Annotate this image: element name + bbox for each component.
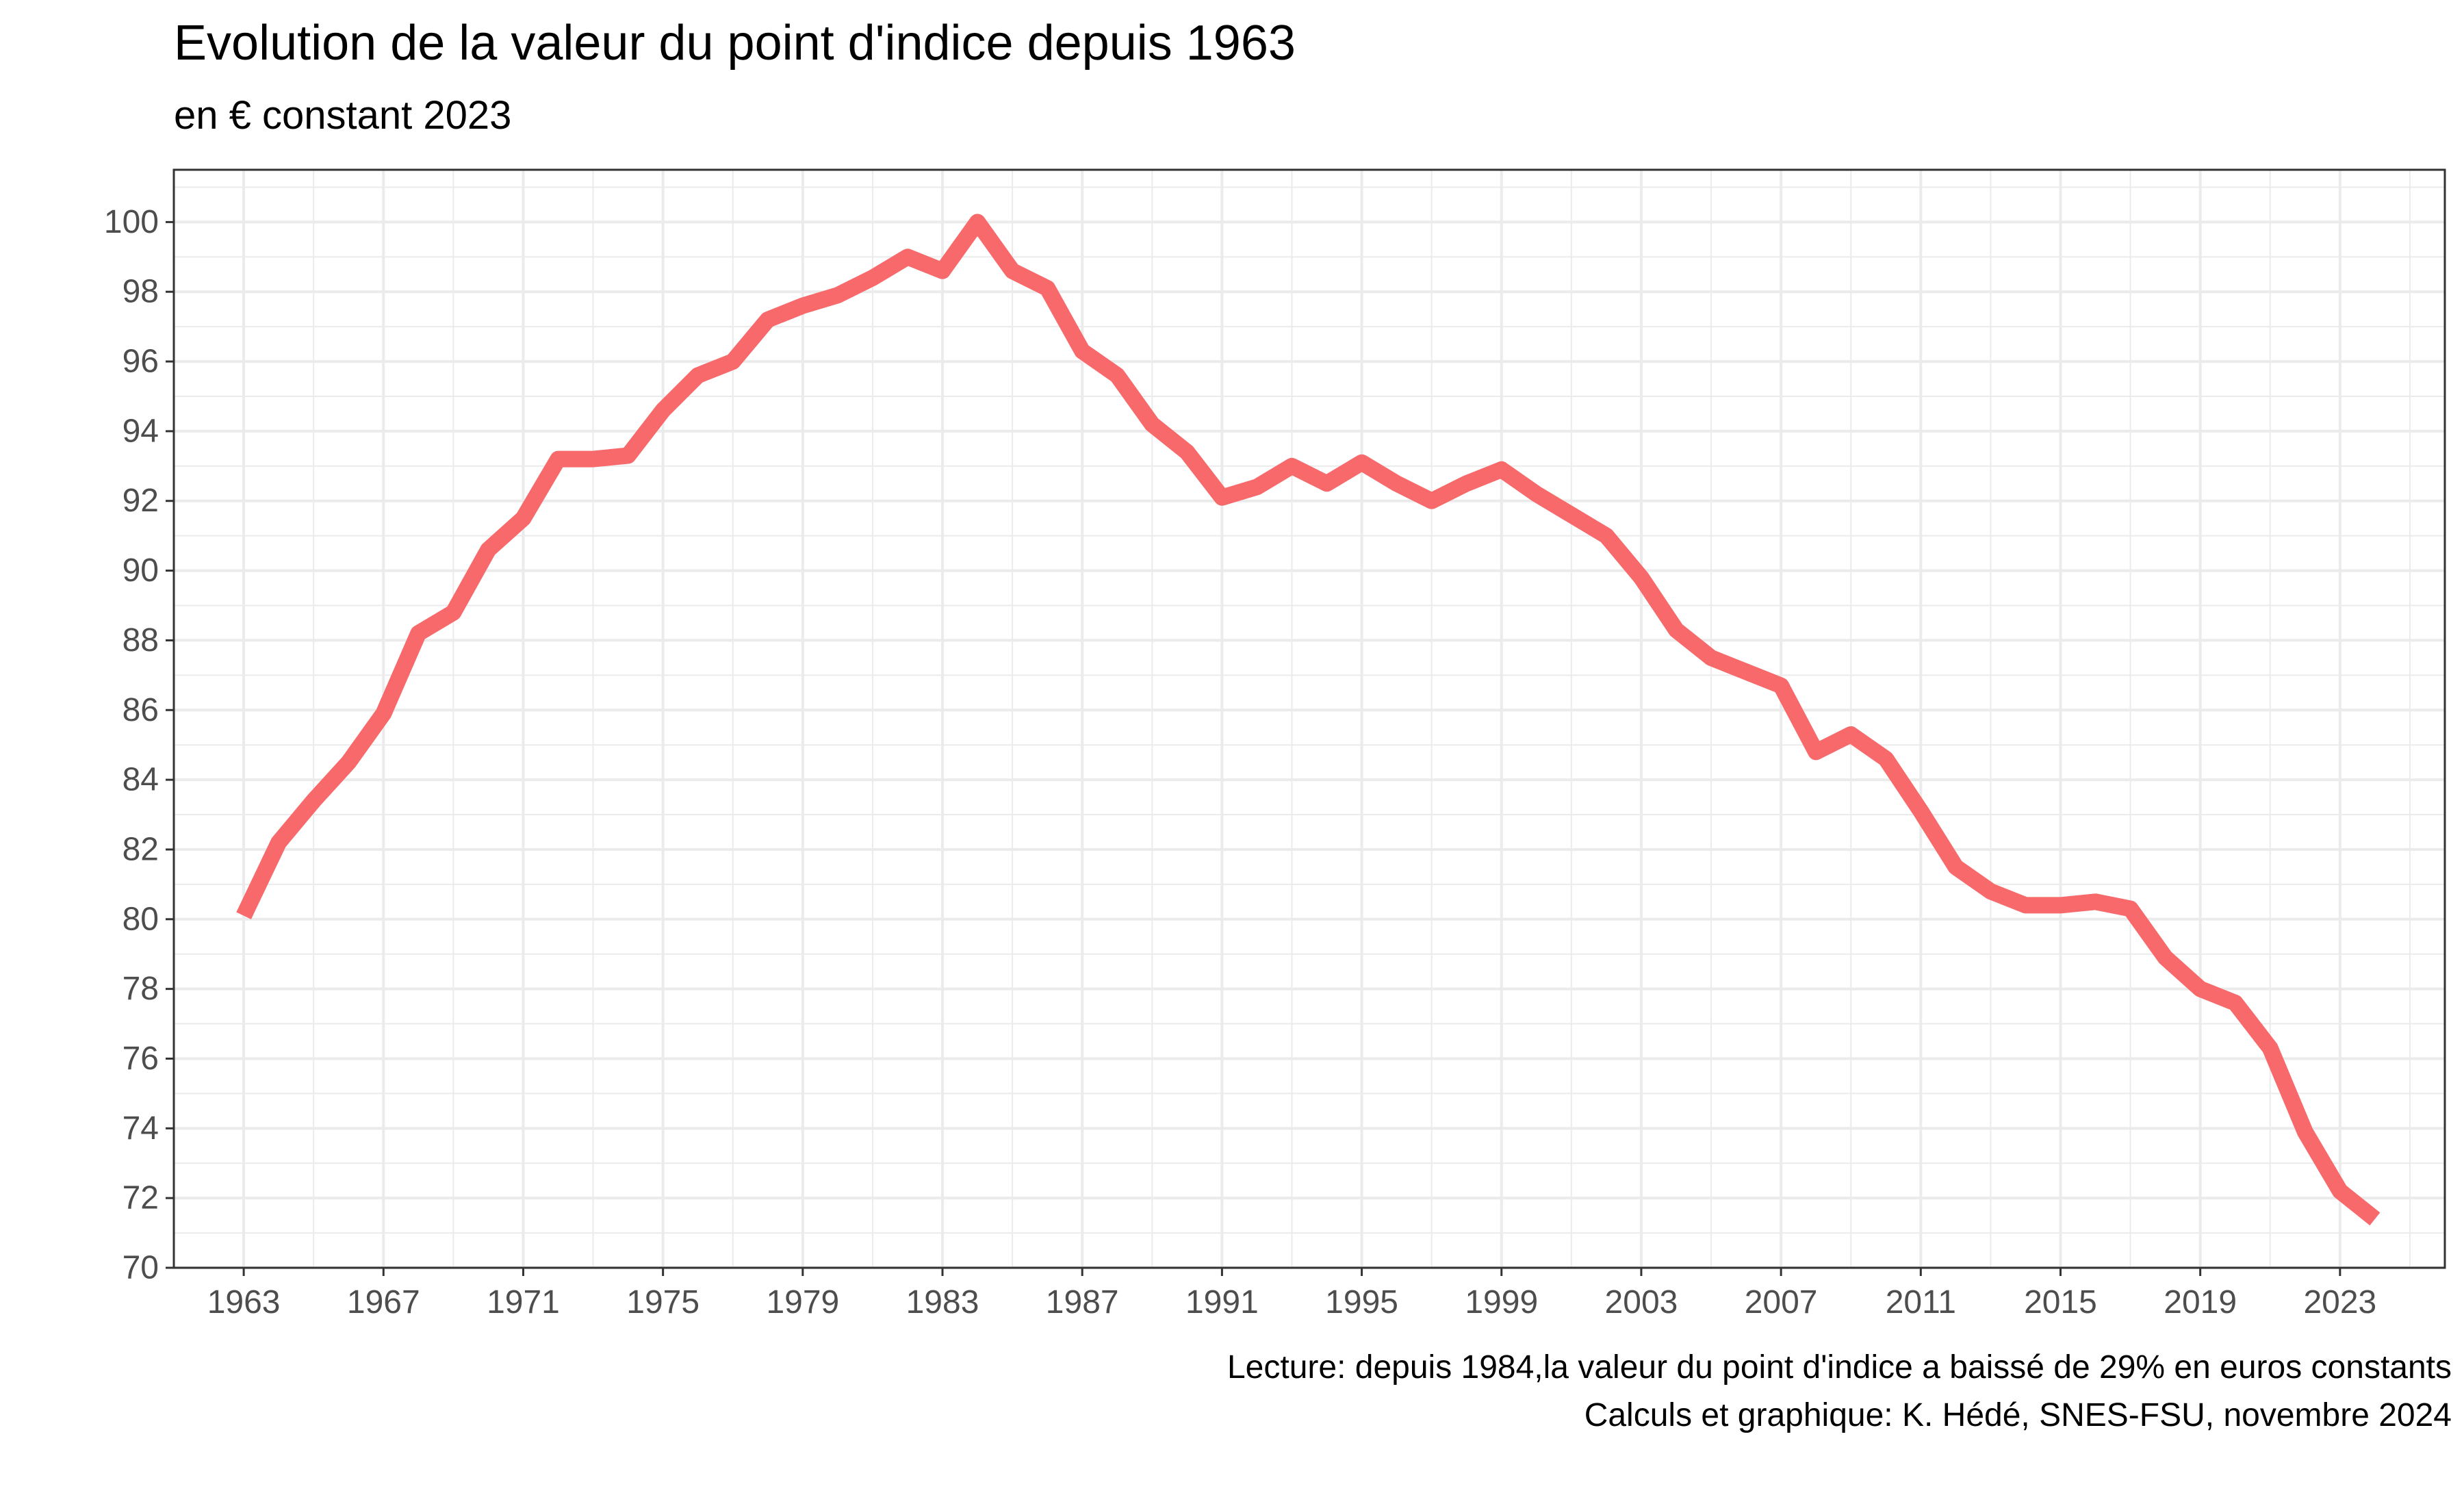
x-tick-label: 2019 (2164, 1284, 2237, 1320)
y-tick-label: 82 (123, 831, 159, 867)
series-line (236, 214, 2380, 1226)
y-tick-label: 76 (123, 1041, 159, 1077)
x-tick-label: 2015 (2024, 1284, 2097, 1320)
y-tick-label: 88 (123, 622, 159, 659)
y-tick-label: 86 (123, 692, 159, 728)
y-tick-label: 80 (123, 901, 159, 937)
x-tick-label: 1983 (906, 1284, 979, 1320)
y-tick-label: 78 (123, 971, 159, 1007)
x-tick-label: 2007 (1745, 1284, 1818, 1320)
y-tick-label: 90 (123, 552, 159, 589)
panel-border (172, 168, 2446, 1269)
y-tick-label: 96 (123, 344, 159, 380)
y-tick-label: 92 (123, 483, 159, 519)
y-tick-label: 98 (123, 274, 159, 310)
x-tick-label: 1979 (766, 1284, 839, 1320)
x-tick-label: 1975 (626, 1284, 700, 1320)
x-tick-label: 1999 (1465, 1284, 1538, 1320)
x-tick-label: 2023 (2303, 1284, 2376, 1320)
major-gridlines (174, 170, 2445, 1269)
x-tick-label: 1987 (1046, 1284, 1119, 1320)
x-tick-label: 1963 (207, 1284, 281, 1320)
y-tick-label: 72 (123, 1180, 159, 1216)
x-tick-label: 1991 (1185, 1284, 1259, 1320)
x-tick-label: 2011 (1886, 1284, 1956, 1320)
minor-gridlines (173, 170, 2445, 1268)
y-tick-label: 94 (123, 413, 159, 449)
y-tick-label: 70 (123, 1250, 159, 1286)
x-tick-label: 1967 (347, 1284, 420, 1320)
x-tick-label: 2003 (1605, 1284, 1678, 1320)
chart-subtitle: en € constant 2023 (174, 93, 512, 138)
caption-reading-note: Lecture: depuis 1984,la valeur du point … (1227, 1349, 2452, 1386)
y-tick-label: 100 (104, 204, 159, 240)
x-tick-label: 1995 (1325, 1284, 1398, 1320)
y-axis: 70 72 74 76 78 80 82 84 86 88 90 92 94 96 98 100 (104, 204, 174, 1286)
series-group (236, 214, 2380, 1226)
x-tick-label: 1971 (487, 1284, 560, 1320)
y-tick-label: 74 (123, 1110, 159, 1147)
caption-credits: Calculs et graphique: K. Hédé, SNES-FSU,… (1584, 1397, 2452, 1433)
y-tick-label: 84 (123, 762, 159, 798)
x-axis: 1963 1967 1971 1975 1979 1983 1987 1991 1995 1999… (207, 1268, 2376, 1320)
chart-title: Evolution de la valeur du point d'indice… (174, 16, 1296, 71)
